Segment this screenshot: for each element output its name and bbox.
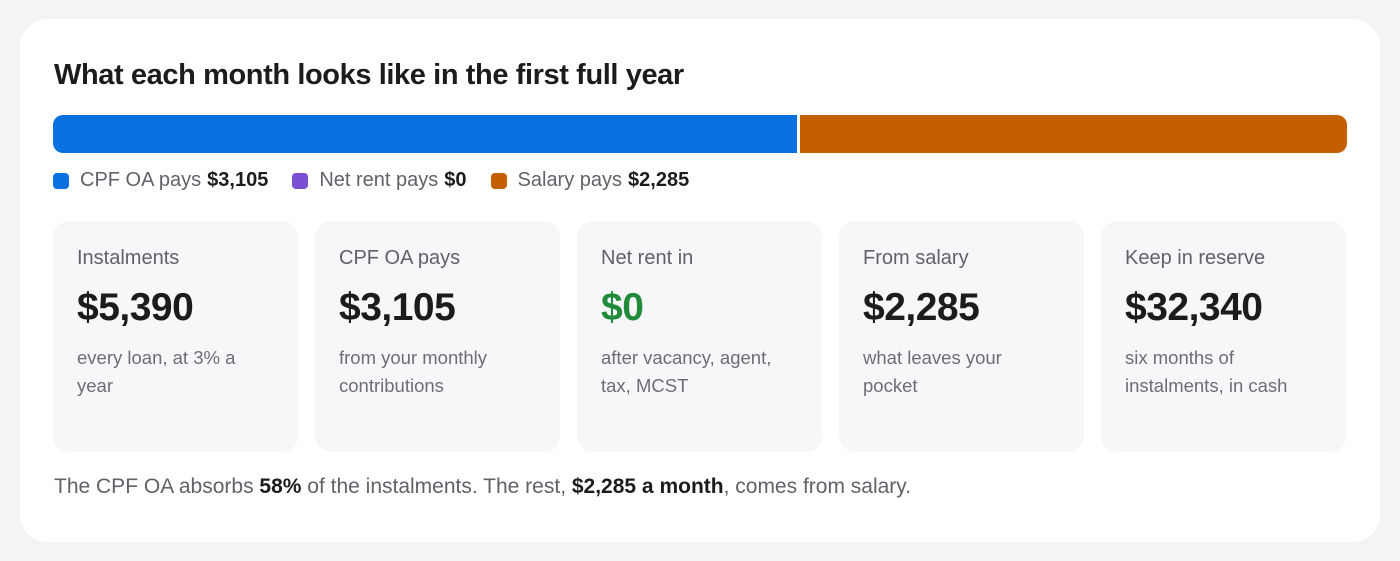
- bar-segment-cpf-oa: [53, 115, 797, 153]
- legend-label: CPF OA pays: [80, 169, 202, 191]
- summary-amount: $2,285 a month: [571, 475, 724, 498]
- bar-segment-salary: [796, 115, 1347, 153]
- tile-cpf-oa-pays: CPF OA pays $3,105 from your monthly con…: [315, 221, 560, 452]
- legend: CPF OA pays $3,105 Net rent pays $0 Sala…: [53, 169, 713, 192]
- tile-desc: every loan, at 3% a year: [77, 347, 236, 396]
- tile-label: From salary: [863, 247, 969, 269]
- card-title: What each month looks like in the first …: [54, 59, 684, 91]
- legend-label: Salary pays: [517, 169, 623, 191]
- summary-part: , comes from salary.: [723, 475, 912, 498]
- tile-desc: after vacancy, agent, tax, MCST: [601, 347, 772, 396]
- tile-value: $2,285: [863, 286, 980, 329]
- summary-card: What each month looks like in the first …: [20, 19, 1380, 542]
- tile-net-rent: Net rent in $0 after vacancy, agent, tax…: [577, 221, 822, 452]
- tile-value: $32,340: [1125, 286, 1263, 329]
- tile-label: Keep in reserve: [1125, 247, 1266, 269]
- legend-value: $3,105: [207, 169, 269, 191]
- net-rent-swatch: [292, 172, 309, 189]
- tile-instalments: Instalments $5,390 every loan, at 3% a y…: [53, 221, 298, 452]
- tile-value: $5,390: [77, 286, 194, 329]
- legend-label: Net rent pays: [319, 169, 439, 191]
- legend-item-net-rent: Net rent pays $0: [292, 169, 467, 192]
- salary-swatch: [490, 172, 507, 189]
- summary-part: The CPF OA absorbs: [54, 475, 260, 498]
- tile-label: CPF OA pays: [339, 247, 461, 269]
- legend-value: $2,285: [628, 169, 690, 191]
- tile-desc: what leaves your pocket: [863, 347, 1002, 396]
- legend-item-cpf-oa: CPF OA pays $3,105: [53, 169, 268, 192]
- legend-value: $0: [444, 169, 467, 191]
- tile-desc: from your monthly contributions: [339, 347, 488, 396]
- tile-value: $3,105: [339, 286, 456, 329]
- summary-text: The CPF OA absorbs 58% of the instalment…: [54, 475, 911, 499]
- allocation-bar: [53, 115, 1347, 153]
- legend-item-salary: Salary pays $2,285: [490, 169, 690, 192]
- stat-tiles: Instalments $5,390 every loan, at 3% a y…: [53, 221, 1346, 452]
- tile-label: Instalments: [77, 247, 180, 269]
- cpf-oa-swatch: [53, 172, 69, 189]
- summary-percent: 58%: [259, 475, 302, 498]
- tile-reserve: Keep in reserve $32,340 six months of in…: [1101, 221, 1346, 452]
- tile-value: $0: [601, 286, 644, 329]
- tile-label: Net rent in: [601, 247, 694, 269]
- tile-from-salary: From salary $2,285 what leaves your pock…: [839, 221, 1084, 452]
- summary-part: of the instalments. The rest,: [301, 475, 572, 498]
- tile-desc: six months of instalments, in cash: [1125, 347, 1288, 396]
